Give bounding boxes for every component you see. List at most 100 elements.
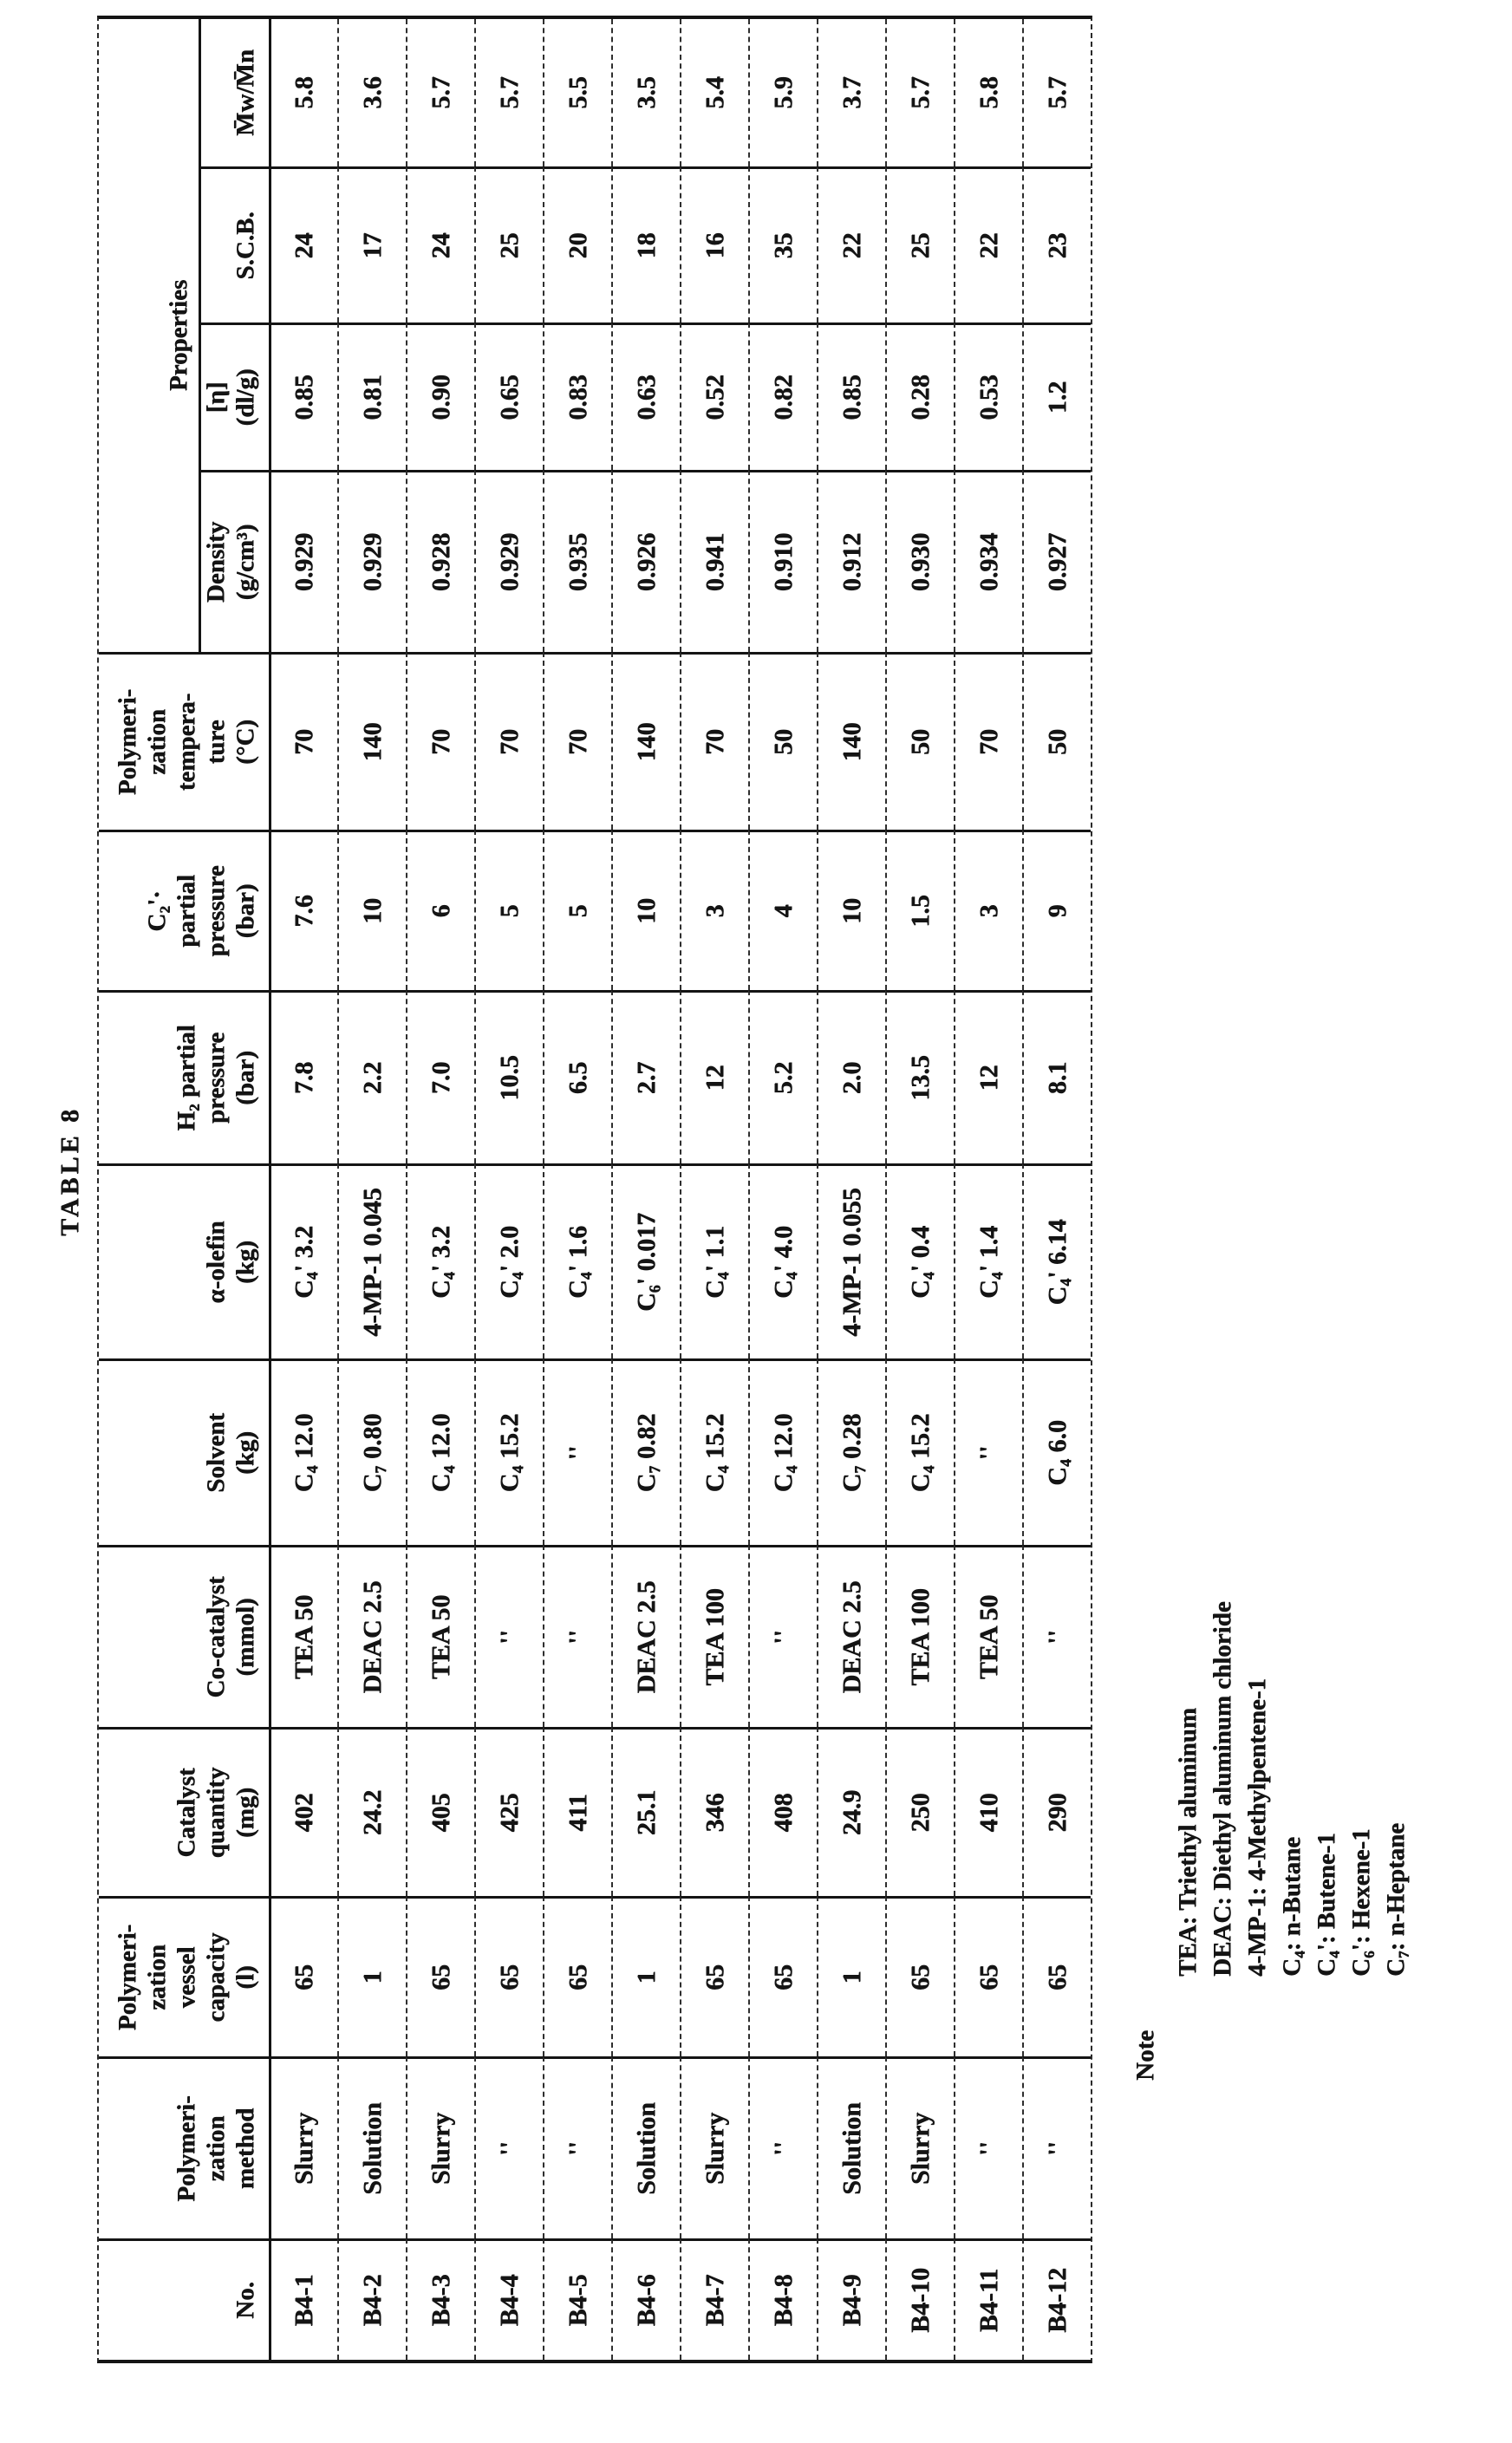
- cell-density-row-9: 0.912: [817, 470, 885, 652]
- cell-alpha-olefin-row-10: C₄' 0.4: [885, 1163, 954, 1358]
- cell-vessel-capacity-row-7: 65: [680, 1896, 748, 2056]
- cell-polymerization-temperature-row-5: 70: [543, 652, 611, 830]
- cell-co-catalyst-row-4: '': [474, 1545, 543, 1727]
- cell-density-row-6: 0.926: [611, 470, 680, 652]
- cell-h2-partial-pressure-row-2: 2.2: [337, 990, 406, 1163]
- cell-density-row-4: 0.929: [474, 470, 543, 652]
- cell-mw-mn-row-9: 3.7: [817, 19, 885, 166]
- cell-polymerization-temperature-row-9: 140: [817, 652, 885, 830]
- cell-co-catalyst-row-8: '': [748, 1545, 817, 1727]
- cell-no-row-4: B4-4: [474, 2238, 543, 2360]
- cell-polymerization-method-row-8: '': [748, 2056, 817, 2238]
- cell-co-catalyst-row-7: TEA 100: [680, 1545, 748, 1727]
- cell-intrinsic-viscosity-row-6: 0.63: [611, 322, 680, 470]
- cell-mw-mn-row-12: 5.7: [1022, 19, 1091, 166]
- cell-intrinsic-viscosity-row-7: 0.52: [680, 322, 748, 470]
- cell-solvent-row-1: C₄ 12.0: [269, 1358, 337, 1545]
- col-header-density: Density (g/cm³): [201, 470, 269, 652]
- cell-mw-mn-row-3: 5.7: [406, 19, 474, 166]
- cell-no-row-8: B4-8: [748, 2238, 817, 2360]
- cell-density-row-5: 0.935: [543, 470, 611, 652]
- cell-c2-partial-pressure-row-10: 1.5: [885, 830, 954, 990]
- cell-density-row-12: 0.927: [1022, 470, 1091, 652]
- cell-vessel-capacity-row-1: 65: [269, 1896, 337, 2056]
- cell-polymerization-temperature-row-7: 70: [680, 652, 748, 830]
- cell-alpha-olefin-row-4: C₄' 2.0: [474, 1163, 543, 1358]
- cell-solvent-row-5: '': [543, 1358, 611, 1545]
- cell-catalyst-quantity-row-1: 402: [269, 1727, 337, 1896]
- cell-density-row-2: 0.929: [337, 470, 406, 652]
- cell-co-catalyst-row-12: '': [1022, 1545, 1091, 1727]
- cell-alpha-olefin-row-7: C₄' 1.1: [680, 1163, 748, 1358]
- cell-intrinsic-viscosity-row-5: 0.83: [543, 322, 611, 470]
- cell-vessel-capacity-row-9: 1: [817, 1896, 885, 2056]
- cell-alpha-olefin-row-11: C₄' 1.4: [954, 1163, 1022, 1358]
- cell-solvent-row-4: C₄ 15.2: [474, 1358, 543, 1545]
- cell-solvent-row-9: C₇ 0.28: [817, 1358, 885, 1545]
- cell-density-row-1: 0.929: [269, 470, 337, 652]
- cell-scb-row-10: 25: [885, 166, 954, 322]
- col-header-catalyst-quantity: Catalyst quantity (mg): [99, 1727, 269, 1896]
- cell-catalyst-quantity-row-6: 25.1: [611, 1727, 680, 1896]
- cell-intrinsic-viscosity-row-4: 0.65: [474, 322, 543, 470]
- cell-polymerization-temperature-row-12: 50: [1022, 652, 1091, 830]
- cell-polymerization-temperature-row-6: 140: [611, 652, 680, 830]
- cell-c2-partial-pressure-row-7: 3: [680, 830, 748, 990]
- cell-polymerization-method-row-4: '': [474, 2056, 543, 2238]
- cell-density-row-7: 0.941: [680, 470, 748, 652]
- col-header-vessel-capacity: Polymeri- zation vessel capacity (l): [99, 1896, 269, 2056]
- cell-polymerization-method-row-3: Slurry: [406, 2056, 474, 2238]
- cell-vessel-capacity-row-12: 65: [1022, 1896, 1091, 2056]
- cell-polymerization-method-row-10: Slurry: [885, 2056, 954, 2238]
- cell-polymerization-method-row-12: '': [1022, 2056, 1091, 2238]
- cell-no-row-12: B4-12: [1022, 2238, 1091, 2360]
- col-header-scb: S.C.B.: [201, 166, 269, 322]
- cell-solvent-row-6: C₇ 0.82: [611, 1358, 680, 1545]
- note-line: C₆': Hexene-1: [1347, 1828, 1375, 1977]
- cell-polymerization-method-row-11: '': [954, 2056, 1022, 2238]
- cell-h2-partial-pressure-row-8: 5.2: [748, 990, 817, 1163]
- cell-solvent-row-2: C₇ 0.80: [337, 1358, 406, 1545]
- cell-c2-partial-pressure-row-12: 9: [1022, 830, 1091, 990]
- cell-no-row-5: B4-5: [543, 2238, 611, 2360]
- cell-polymerization-temperature-row-11: 70: [954, 652, 1022, 830]
- cell-h2-partial-pressure-row-3: 7.0: [406, 990, 474, 1163]
- cell-intrinsic-viscosity-row-9: 0.85: [817, 322, 885, 470]
- cell-vessel-capacity-row-3: 65: [406, 1896, 474, 2056]
- cell-density-row-10: 0.930: [885, 470, 954, 652]
- cell-catalyst-quantity-row-2: 24.2: [337, 1727, 406, 1896]
- cell-polymerization-temperature-row-10: 50: [885, 652, 954, 830]
- cell-polymerization-method-row-7: Slurry: [680, 2056, 748, 2238]
- cell-mw-mn-row-8: 5.9: [748, 19, 817, 166]
- cell-vessel-capacity-row-4: 65: [474, 1896, 543, 2056]
- col-header-polymerization-method: Polymeri- zation method: [99, 2056, 269, 2238]
- cell-polymerization-method-row-6: Solution: [611, 2056, 680, 2238]
- cell-scb-row-2: 17: [337, 166, 406, 322]
- note-label: Note: [1131, 2030, 1159, 2081]
- cell-polymerization-method-row-9: Solution: [817, 2056, 885, 2238]
- cell-density-row-11: 0.934: [954, 470, 1022, 652]
- cell-no-row-2: B4-2: [337, 2238, 406, 2360]
- cell-mw-mn-row-6: 3.5: [611, 19, 680, 166]
- cell-co-catalyst-row-5: '': [543, 1545, 611, 1727]
- rotated-table-sheet: TABLE 8 No. Polymeri- zation method Polyme…: [54, 16, 1424, 2363]
- col-header-no: No.: [99, 2238, 269, 2360]
- cell-polymerization-temperature-row-1: 70: [269, 652, 337, 830]
- cell-c2-partial-pressure-row-5: 5: [543, 830, 611, 990]
- cell-scb-row-11: 22: [954, 166, 1022, 322]
- note-lines: TEA: Triethyl aluminum DEAC: Diethyl alu…: [1170, 1601, 1413, 1977]
- cell-scb-row-9: 22: [817, 166, 885, 322]
- cell-alpha-olefin-row-2: 4-MP-1 0.045: [337, 1163, 406, 1358]
- cell-catalyst-quantity-row-12: 290: [1022, 1727, 1091, 1896]
- cell-mw-mn-row-1: 5.8: [269, 19, 337, 166]
- col-header-alpha-olefin: α-olefin (kg): [99, 1163, 269, 1358]
- cell-vessel-capacity-row-2: 1: [337, 1896, 406, 2056]
- cell-co-catalyst-row-1: TEA 50: [269, 1545, 337, 1727]
- cell-scb-row-1: 24: [269, 166, 337, 322]
- cell-c2-partial-pressure-row-2: 10: [337, 830, 406, 990]
- col-group-header-properties: Properties: [99, 19, 201, 652]
- cell-catalyst-quantity-row-7: 346: [680, 1727, 748, 1896]
- note-line: DEAC: Diethyl aluminum chloride: [1209, 1601, 1236, 1977]
- cell-intrinsic-viscosity-row-12: 1.2: [1022, 322, 1091, 470]
- cell-mw-mn-row-5: 5.5: [543, 19, 611, 166]
